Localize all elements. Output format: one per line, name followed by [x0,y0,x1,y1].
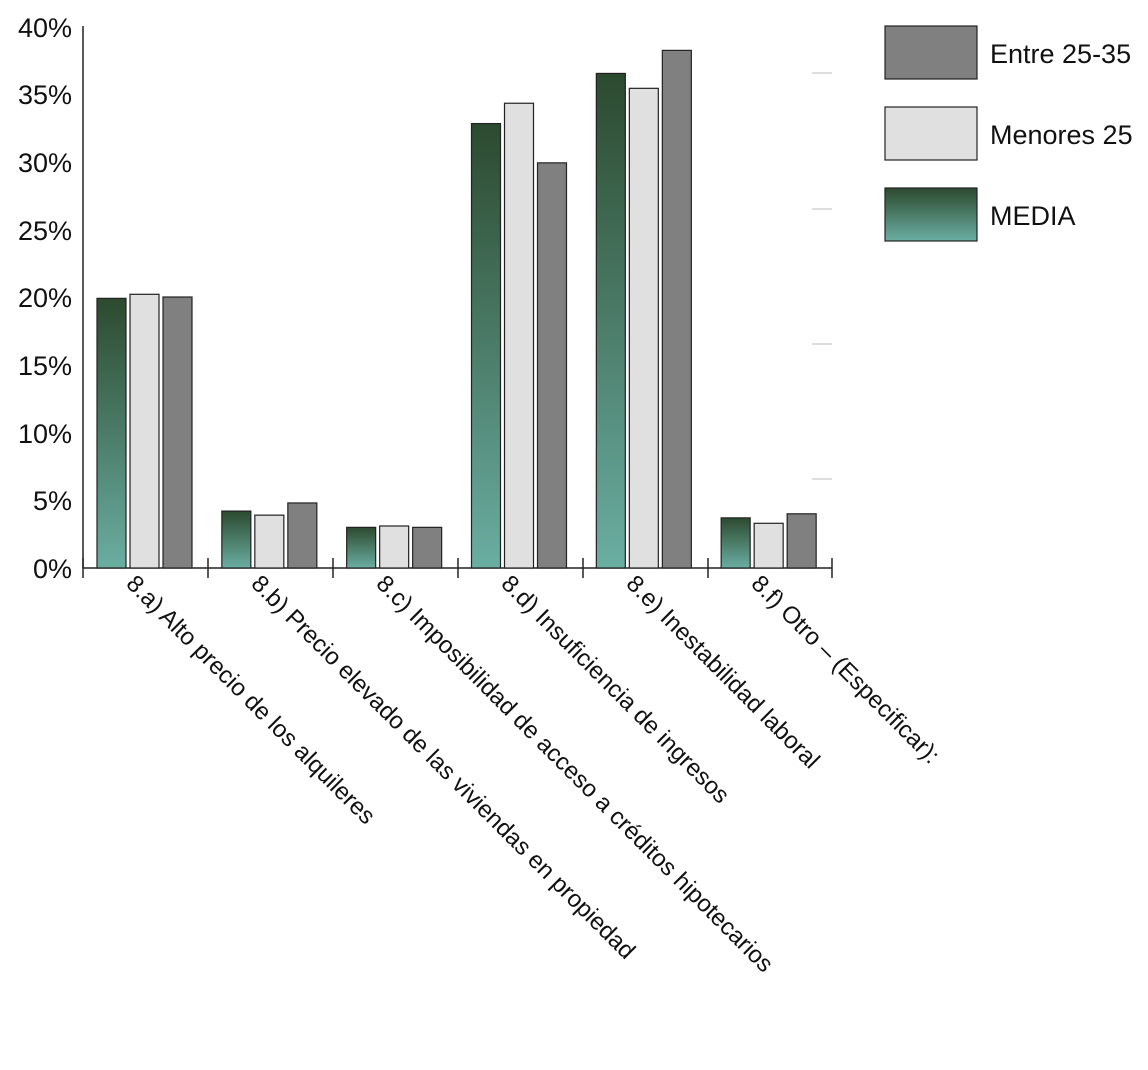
y-tick-label: 40% [18,13,72,43]
legend-swatch-entre-25-35 [884,25,978,80]
y-tick-label: 35% [18,80,72,110]
category-label: 8.a) Alto precio de los alquileres [121,570,381,830]
bar-entre-25-35-5 [661,49,692,569]
y-tick-label: 5% [33,486,72,516]
y-tick-label: 0% [33,554,72,584]
y-tick-label: 15% [18,351,72,381]
y-tick-label: 20% [18,283,72,313]
bar-entre-25-35-4 [536,162,568,569]
bar-media-4 [470,122,502,569]
bar-menores-25-5 [628,87,659,569]
y-tick-label: 25% [18,216,72,246]
bar-media-3 [346,526,377,569]
bar-menores-25-6 [753,522,784,569]
y-tick-label: 30% [18,148,72,178]
bars [96,49,817,569]
y-tick-label: 10% [18,419,72,449]
bar-entre-25-35-3 [412,526,443,569]
bar-menores-25-3 [379,525,410,569]
legend-label: Menores 25 [990,120,1133,150]
right-grid-stubs [812,72,832,480]
legend: Entre 25-35 Menores 25 MEDIA [884,25,1133,242]
bar-media-2 [221,510,252,569]
bar-media-1 [96,297,127,569]
bar-menores-25-4 [503,102,535,569]
legend-label: MEDIA [990,201,1076,231]
bar-media-5 [595,72,626,569]
x-axis-ticks [82,558,833,578]
bar-menores-25-1 [129,293,160,569]
bar-entre-25-35-2 [287,502,318,569]
category-labels: 8.a) Alto precio de los alquileres 8.b) … [121,570,945,978]
y-tick-labels: 0% 5% 10% 15% 20% 25% 30% 35% 40% [18,13,72,584]
legend-label: Entre 25-35 [990,39,1131,69]
category-label: 8.d) Insuficiencia de ingresos [496,570,735,809]
bar-media-6 [720,517,751,569]
legend-swatch-media [884,187,978,242]
bar-menores-25-2 [254,514,285,569]
bar-entre-25-35-6 [786,513,817,569]
legend-swatch-menores-25 [884,106,978,161]
bar-entre-25-35-1 [162,296,193,569]
